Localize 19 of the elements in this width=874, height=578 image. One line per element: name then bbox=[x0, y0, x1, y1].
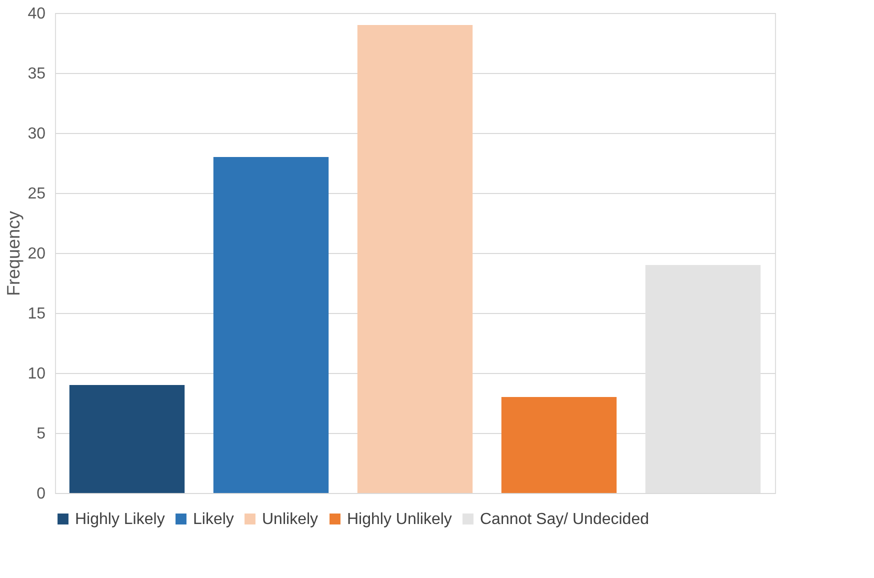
legend-label: Unlikely bbox=[262, 511, 318, 528]
y-tick-label: 5 bbox=[36, 426, 46, 442]
legend-label: Highly Unlikely bbox=[347, 511, 452, 528]
legend-label: Highly Likely bbox=[75, 511, 165, 528]
bar bbox=[357, 25, 473, 493]
y-tick-label: 30 bbox=[28, 126, 46, 142]
legend-label: Cannot Say/ Undecided bbox=[480, 511, 649, 528]
bar bbox=[69, 385, 185, 493]
y-tick-label: 10 bbox=[28, 366, 46, 382]
y-tick-label: 35 bbox=[28, 66, 46, 82]
y-tick-label: 25 bbox=[28, 186, 46, 202]
y-tick-label: 15 bbox=[28, 306, 46, 322]
bar bbox=[213, 157, 329, 493]
y-tick-label: 40 bbox=[28, 6, 46, 22]
y-tick-label: 20 bbox=[28, 246, 46, 262]
y-tick-label: 0 bbox=[36, 486, 46, 502]
bar bbox=[501, 397, 617, 493]
legend-label: Likely bbox=[193, 511, 234, 528]
y-axis-title: Frequency bbox=[4, 210, 24, 296]
